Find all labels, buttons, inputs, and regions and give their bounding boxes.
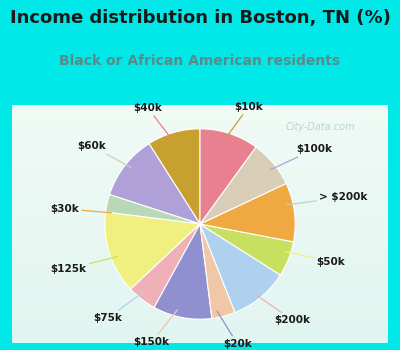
Bar [12,299,388,303]
Bar [12,331,388,335]
Bar [12,113,388,117]
Bar [12,295,388,299]
Bar [12,164,388,168]
Bar [12,319,388,323]
Bar [12,252,388,256]
Bar [12,156,388,161]
Bar [12,224,388,228]
Bar [12,275,388,280]
Bar [12,184,388,188]
Bar [12,287,388,292]
Wedge shape [200,224,235,318]
Text: $60k: $60k [77,141,131,168]
Bar [12,109,388,113]
Bar [12,141,388,145]
Bar [12,284,388,287]
Text: Black or African American residents: Black or African American residents [60,54,340,68]
Bar [12,323,388,327]
Text: Income distribution in Boston, TN (%): Income distribution in Boston, TN (%) [10,9,390,27]
Text: $40k: $40k [134,103,172,140]
Bar [12,117,388,121]
Bar [12,133,388,137]
Bar [12,149,388,153]
Wedge shape [154,224,212,319]
Bar [12,220,388,224]
Bar [12,311,388,315]
Bar [12,145,388,149]
Bar [12,168,388,173]
Bar [12,244,388,248]
Bar [12,268,388,272]
Text: $75k: $75k [94,292,143,323]
Bar [12,204,388,208]
Bar [12,264,388,268]
Wedge shape [149,129,200,224]
Bar [12,212,388,216]
Bar [12,125,388,129]
Wedge shape [200,224,294,275]
Bar [12,256,388,260]
Text: $50k: $50k [285,251,345,267]
Wedge shape [200,147,286,224]
Bar [12,292,388,295]
Bar [12,232,388,236]
Text: > $200k: > $200k [287,193,367,205]
Bar [12,129,388,133]
Bar [12,192,388,196]
Bar [12,240,388,244]
Bar [12,173,388,176]
Bar [12,307,388,311]
Bar [12,260,388,264]
Text: $150k: $150k [134,310,177,347]
Text: City-Data.com: City-Data.com [286,122,355,132]
Wedge shape [106,195,200,224]
Text: $20k: $20k [217,311,252,349]
Wedge shape [200,129,256,224]
Bar [12,248,388,252]
Bar [12,121,388,125]
Text: $10k: $10k [225,102,263,139]
Bar [12,176,388,180]
Wedge shape [131,224,200,307]
Bar [12,188,388,192]
Bar [12,153,388,156]
Bar [12,137,388,141]
Bar [12,216,388,220]
Bar [12,208,388,212]
Text: $100k: $100k [270,144,332,170]
Bar [12,272,388,275]
Bar [12,236,388,240]
Wedge shape [200,224,280,313]
Text: $125k: $125k [51,257,117,274]
Bar [12,228,388,232]
Bar [12,196,388,200]
Bar [12,280,388,284]
Text: $30k: $30k [50,204,112,214]
Wedge shape [105,212,200,289]
Wedge shape [110,144,200,224]
Bar [12,200,388,204]
Text: $200k: $200k [255,294,311,325]
Bar [12,161,388,164]
Bar [12,335,388,339]
Bar [12,339,388,343]
Bar [12,105,388,109]
Bar [12,303,388,307]
Bar [12,327,388,331]
Bar [12,180,388,184]
Wedge shape [200,183,295,242]
Bar [12,315,388,319]
